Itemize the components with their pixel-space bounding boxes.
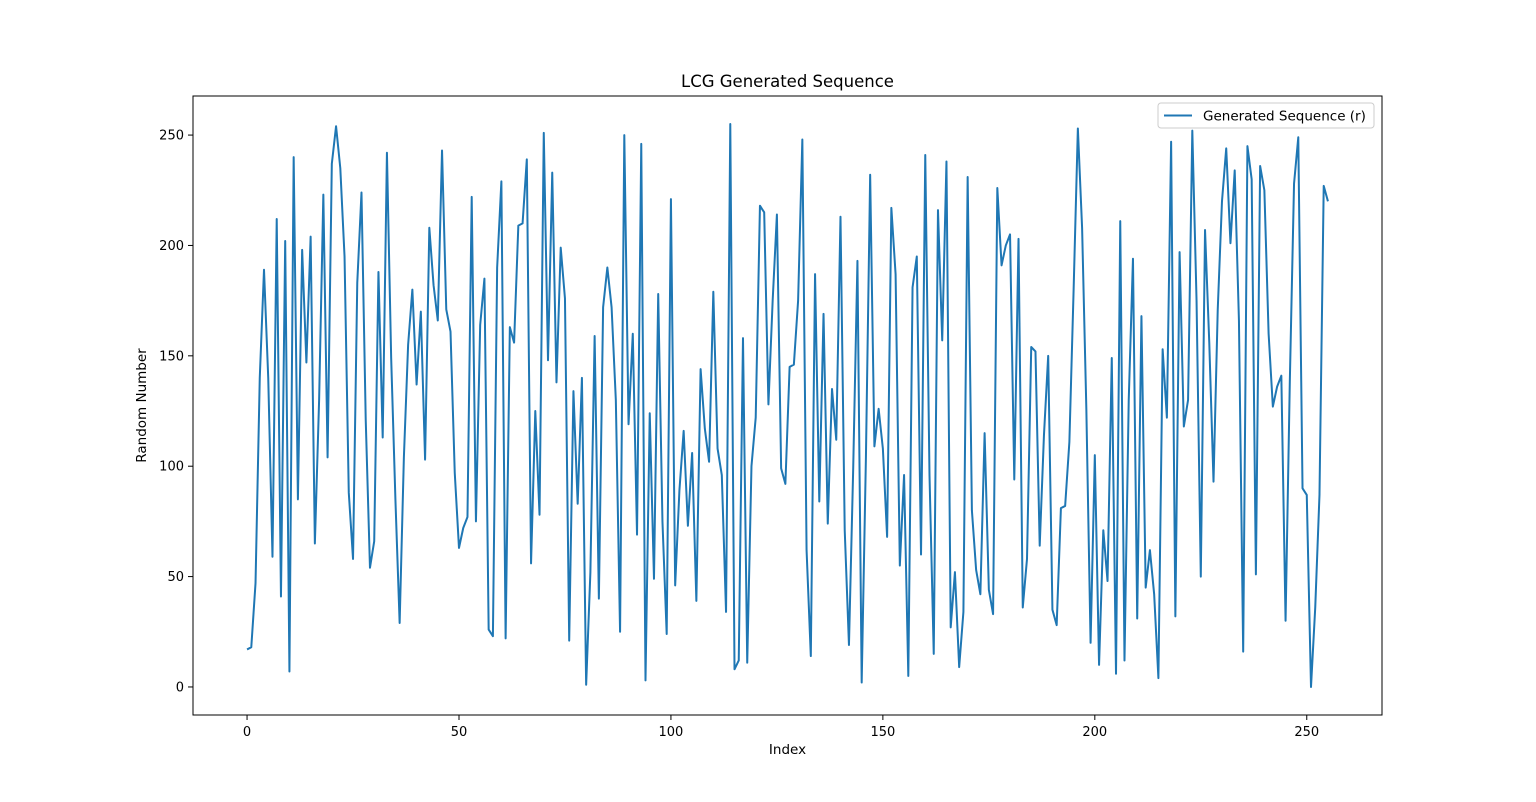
legend-label: Generated Sequence (r) [1203,109,1366,125]
y-tick-label: 250 [159,129,184,144]
x-tick-label: 250 [1294,725,1319,740]
legend: Generated Sequence (r) [1157,102,1375,129]
x-tick-label: 150 [870,725,895,740]
y-tick-label: 150 [159,349,184,364]
x-tick-label: 100 [659,725,684,740]
legend-box [1157,102,1375,129]
y-tick-label: 100 [159,460,184,475]
y-tick-label: 200 [159,239,184,254]
x-tick-label: 0 [243,725,251,740]
x-tick-label: 50 [451,725,468,740]
x-axis-label: Index [769,742,806,758]
x-tick-label: 200 [1082,725,1107,740]
y-axis-label: Random Number [134,348,150,463]
y-tick-label: 0 [176,680,184,695]
y-tick-label: 50 [167,570,184,585]
plot-frame [192,95,1383,716]
series-line-generated-sequence [246,123,1329,688]
chart-title: LCG Generated Sequence [681,72,894,91]
